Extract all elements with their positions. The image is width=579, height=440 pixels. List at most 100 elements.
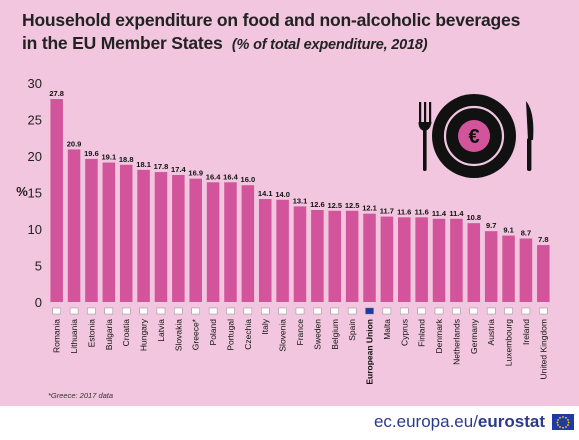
- x-tick-label: Sweden: [312, 319, 322, 350]
- bar: [241, 185, 255, 302]
- bar: [189, 178, 202, 302]
- country-flag-icon: [226, 307, 235, 315]
- country-flag-icon: [122, 307, 131, 315]
- bar: [85, 158, 98, 302]
- country-flag-icon: [330, 307, 339, 315]
- y-axis: 0 5 10 15 20 25 30%: [16, 76, 42, 310]
- country-flag-icon: [174, 307, 183, 315]
- data-label: 11.6: [397, 207, 411, 216]
- chart-title: Household expenditure on food and non-al…: [22, 9, 572, 57]
- bar: [206, 182, 220, 302]
- y-axis-label: %: [16, 184, 28, 199]
- x-tick-label: Netherlands: [451, 319, 461, 365]
- data-label: 16.0: [241, 175, 256, 184]
- bars: [50, 99, 550, 302]
- bar: [154, 172, 168, 302]
- data-label: 17.4: [171, 165, 186, 174]
- data-label: 19.6: [84, 149, 99, 158]
- data-label: 10.8: [466, 213, 481, 222]
- plate-fork-knife-euro-icon: €: [418, 94, 534, 178]
- x-tick-label: Hungary: [139, 318, 149, 351]
- data-label: 14.1: [258, 189, 273, 198]
- x-tick-label: Latvia: [156, 319, 166, 342]
- title-subtitle: (% of total expenditure, 2018): [231, 37, 428, 53]
- data-label: 16.4: [206, 172, 221, 181]
- x-tick-label: Cyprus: [399, 319, 409, 346]
- data-label: 17.8: [154, 162, 169, 171]
- country-flag-icon: [521, 307, 531, 315]
- data-label: 9.1: [503, 226, 513, 235]
- x-tick-label: France: [295, 319, 305, 346]
- bar: [311, 210, 324, 302]
- country-flag-icon: [504, 307, 513, 315]
- country-flag-icon: [52, 307, 61, 315]
- bar: [484, 231, 498, 302]
- x-tick-label: Luxembourg: [504, 319, 514, 367]
- x-tick-label: Lithuania: [69, 319, 79, 354]
- country-flag-icon: [104, 307, 114, 315]
- x-tick-label: European Union: [365, 319, 375, 385]
- country-flag-icon: [295, 307, 305, 315]
- x-tick-labels: Romania Lithuania Estonia Bulgaria Croatia Hu…: [52, 318, 549, 384]
- data-label: 12.6: [310, 200, 325, 209]
- country-flag-icon: [539, 307, 548, 315]
- country-flag-icon: [313, 307, 322, 315]
- bar: [432, 218, 446, 302]
- y-tick-label: 10: [28, 222, 42, 237]
- bar: [172, 174, 185, 302]
- x-tick-label: Italy: [260, 318, 270, 334]
- bar: [293, 206, 307, 302]
- bar: [345, 210, 359, 302]
- data-label: 12.5: [345, 201, 360, 210]
- country-flag-icon: [365, 307, 374, 315]
- data-label: 18.1: [136, 160, 151, 169]
- bar: [224, 182, 237, 302]
- bar: [67, 149, 81, 302]
- country-flag-icon: [417, 307, 426, 315]
- x-tick-label: Finland: [417, 319, 427, 347]
- x-tick-label: Germany: [469, 318, 479, 354]
- source-footer[interactable]: ec.europa.eu/eurostat: [374, 412, 545, 432]
- x-tick-label: Portugal: [225, 319, 235, 351]
- country-flag-icon: [452, 307, 461, 315]
- data-label: 12.1: [362, 204, 377, 213]
- bar: [119, 164, 133, 302]
- bar: [519, 238, 533, 302]
- data-label: 16.4: [223, 172, 238, 181]
- x-tick-label: United Kingdom: [538, 319, 548, 379]
- eu-flag-icon: [552, 414, 574, 430]
- x-tick-label: Greece*: [191, 318, 201, 350]
- country-flag-icon: [191, 307, 200, 315]
- y-tick-label: 15: [28, 186, 42, 201]
- y-tick-label: 5: [35, 259, 42, 274]
- y-tick-label: 30: [28, 76, 42, 91]
- y-tick-label: 0: [35, 295, 42, 310]
- data-label: 14.0: [275, 190, 290, 199]
- value-labels: 27.820.919.6 19.1 18.818.1 17.8 17.4 16.9 16.4…: [49, 89, 548, 244]
- country-flag-icon: [69, 307, 79, 315]
- data-label: 7.8: [538, 235, 548, 244]
- title-line-2-main: in the EU Member States: [22, 33, 223, 53]
- svg-text:€: €: [468, 126, 479, 148]
- bar: [363, 213, 376, 302]
- data-label: 8.7: [521, 228, 531, 237]
- bar: [502, 235, 515, 302]
- x-tick-label: Ireland: [521, 319, 531, 345]
- x-tick-label: Estonia: [86, 319, 96, 348]
- y-tick-label: 20: [28, 149, 42, 164]
- country-flag-icon: [382, 307, 392, 315]
- bar: [450, 218, 463, 302]
- bar: [380, 216, 394, 302]
- x-tick-label: Austria: [486, 319, 496, 346]
- footnote: *Greece: 2017 data: [48, 391, 114, 400]
- bar: [398, 217, 411, 302]
- country-flag-icon: [156, 307, 166, 315]
- data-label: 11.4: [432, 209, 447, 218]
- data-label: 19.1: [102, 153, 117, 162]
- country-flag-icon: [469, 307, 478, 315]
- data-label: 20.9: [67, 139, 82, 148]
- country-flag-icon: [87, 307, 96, 315]
- bar: [415, 217, 428, 302]
- bar: [328, 210, 342, 302]
